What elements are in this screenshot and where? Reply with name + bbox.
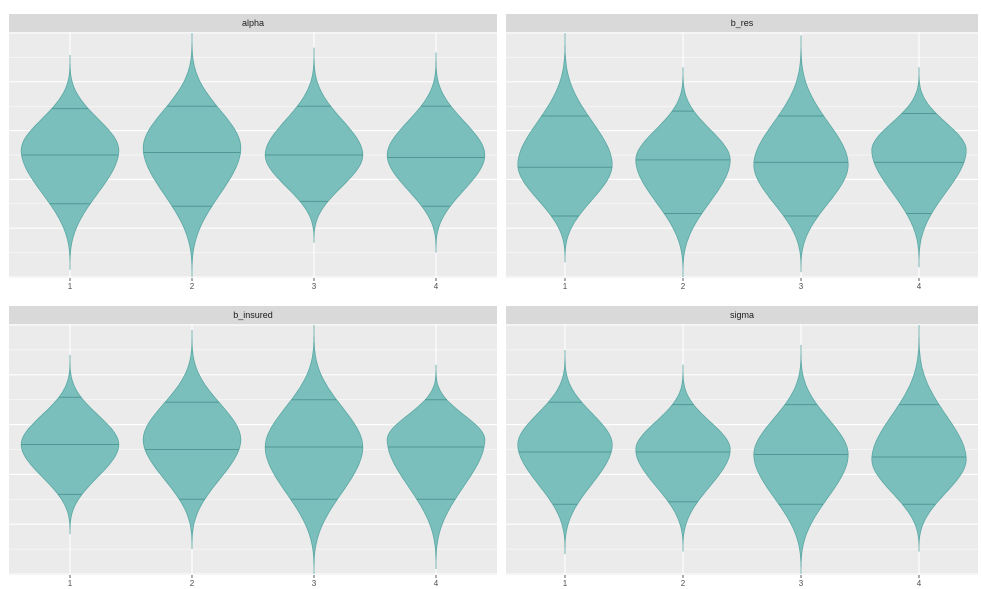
violin-shape — [264, 47, 364, 243]
x-tick-label: 4 — [917, 579, 922, 588]
x-tick-label: 4 — [917, 282, 922, 291]
x-tick-label: 3 — [312, 282, 317, 291]
facet-strip-label: sigma — [506, 306, 978, 324]
x-tick-label: 2 — [681, 282, 686, 291]
violin-plot-svg: 1 2 3 4 — [506, 32, 978, 291]
x-tick-label: 1 — [563, 282, 568, 291]
plot-area: 1 2 3 4 — [506, 324, 978, 589]
violin-shape — [635, 67, 731, 277]
violin-plot-svg: 1 2 3 4 — [506, 324, 978, 588]
violin-plot-svg: 1 2 3 4 — [9, 32, 497, 291]
plot-area: 1 2 3 4 — [9, 324, 497, 589]
plot-area: 1 2 3 4 — [9, 32, 497, 292]
violin-shape — [635, 364, 731, 552]
x-tick-label: 3 — [312, 579, 317, 588]
violin-shape — [142, 33, 242, 277]
x-tick-label: 3 — [799, 282, 804, 291]
x-tick-label: 4 — [434, 579, 439, 588]
facet-strip-label: alpha — [9, 14, 497, 32]
facet-panel-b-insured: b_insured 1 2 3 4 — [9, 306, 497, 589]
x-tick-label: 2 — [190, 579, 195, 588]
violin-shape — [753, 35, 849, 273]
facet-panel-b-res: b_res 1 2 3 4 — [506, 14, 978, 292]
violin-plot-svg: 1 2 3 4 — [9, 324, 497, 588]
facet-strip-label: b_res — [506, 14, 978, 32]
x-tick-label: 1 — [68, 579, 73, 588]
x-tick-label: 3 — [799, 579, 804, 588]
violin-shape — [20, 55, 120, 270]
violin-shape — [142, 330, 242, 550]
violin-shape — [871, 325, 967, 552]
x-tick-label: 4 — [434, 282, 439, 291]
violin-shape — [871, 67, 967, 268]
facet-strip-label: b_insured — [9, 306, 497, 324]
plot-area: 1 2 3 4 — [506, 32, 978, 292]
facet-panel-sigma: sigma 1 2 3 4 — [506, 306, 978, 589]
violin-shape — [517, 33, 613, 263]
violin-shape — [753, 344, 849, 574]
facet-panel-alpha: alpha 1 2 3 4 — [9, 14, 497, 292]
x-tick-label: 2 — [190, 282, 195, 291]
violin-shape — [386, 52, 486, 253]
violin-shape — [386, 364, 486, 569]
violin-shape — [264, 325, 364, 574]
x-tick-label: 2 — [681, 579, 686, 588]
x-tick-label: 1 — [68, 282, 73, 291]
x-tick-label: 1 — [563, 579, 568, 588]
